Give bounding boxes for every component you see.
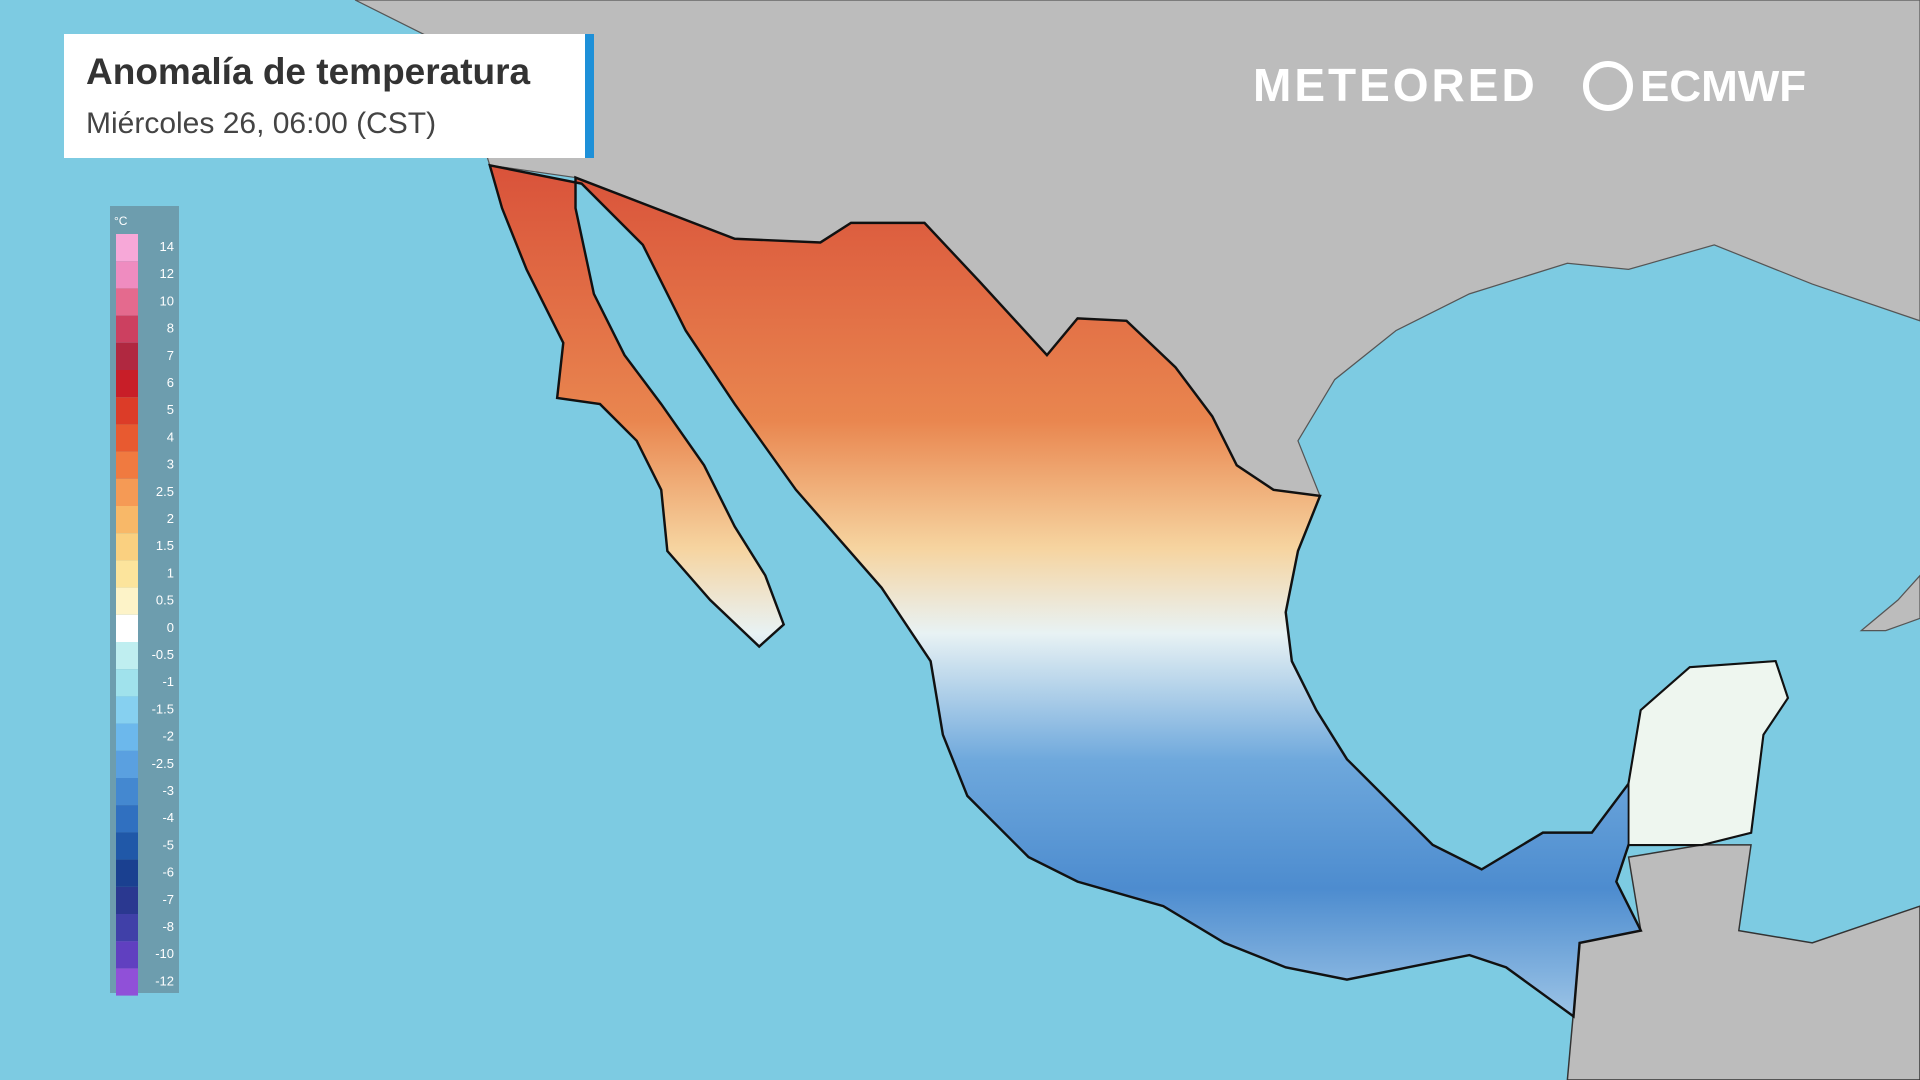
legend-swatch: [116, 914, 138, 942]
legend-label: -10: [155, 946, 174, 961]
legend-label: 6: [167, 375, 174, 390]
legend-label: -12: [155, 973, 174, 988]
legend-swatch: [116, 642, 138, 670]
legend-label: -2.5: [152, 756, 174, 771]
legend-swatch: [116, 859, 138, 887]
legend-swatch: [116, 778, 138, 806]
legend-label: -5: [162, 837, 174, 852]
legend-label: -1.5: [152, 701, 174, 716]
legend-swatch: [116, 832, 138, 860]
legend-label: -8: [162, 919, 174, 934]
legend-swatch: [116, 941, 138, 969]
legend-swatch: [116, 968, 138, 996]
ecmwf-logo: ECMWF: [1640, 62, 1806, 111]
yucatan: [1627, 660, 1789, 846]
legend-label: 7: [167, 348, 174, 363]
legend-swatch: [116, 234, 138, 262]
meteored-logo: METEORED: [1253, 59, 1538, 111]
legend-swatch: [116, 397, 138, 425]
legend-swatch: [116, 342, 138, 370]
legend-label: 0.5: [156, 593, 174, 608]
legend-label: -2: [162, 729, 174, 744]
legend-label: 12: [160, 266, 174, 281]
legend-label: 4: [167, 429, 174, 444]
legend-label: -3: [162, 783, 174, 798]
legend-label: 2.5: [156, 484, 174, 499]
legend-label: -4: [162, 810, 174, 825]
legend-label: 5: [167, 402, 174, 417]
legend-label: -0.5: [152, 647, 174, 662]
legend-swatch: [116, 261, 138, 289]
land: [354, 0, 1920, 1080]
legend-swatch: [116, 614, 138, 642]
legend-swatch: [116, 451, 138, 479]
legend-label: 3: [167, 457, 174, 472]
legend-label: 10: [160, 293, 174, 308]
legend-label: -1: [162, 674, 174, 689]
legend-swatch: [116, 723, 138, 751]
cuba: [1859, 574, 1920, 632]
legend-label: 8: [167, 321, 174, 336]
central-america: [1566, 844, 1920, 1080]
title-box: [64, 34, 585, 158]
legend-swatch: [116, 805, 138, 833]
legend-swatch: [116, 696, 138, 724]
legend-label: -7: [162, 892, 174, 907]
legend-label: -6: [162, 865, 174, 880]
legend-swatch: [116, 669, 138, 697]
legend-label: 1.5: [156, 538, 174, 553]
ecmwf-icon: [1583, 61, 1633, 111]
legend-swatch: [116, 478, 138, 506]
title-accent: [585, 34, 594, 158]
legend-swatch: [116, 315, 138, 343]
legend-swatch: [116, 506, 138, 534]
subtitle: Miércoles 26, 06:00 (CST): [86, 107, 436, 140]
legend-unit: °C: [114, 214, 128, 228]
legend-swatch: [116, 370, 138, 398]
title: Anomalía de temperatura: [86, 51, 531, 92]
legend-label: 1: [167, 565, 174, 580]
legend-swatch: [116, 587, 138, 615]
legend-swatch: [116, 886, 138, 914]
legend-swatch: [116, 750, 138, 778]
legend-swatch: [116, 560, 138, 588]
legend-label: 2: [167, 511, 174, 526]
legend-label: 0: [167, 620, 174, 635]
legend-swatch: [116, 533, 138, 561]
legend-swatch: [116, 424, 138, 452]
legend-swatch: [116, 288, 138, 316]
mexico-anomaly: [488, 163, 1790, 1019]
legend-label: 14: [160, 239, 174, 254]
